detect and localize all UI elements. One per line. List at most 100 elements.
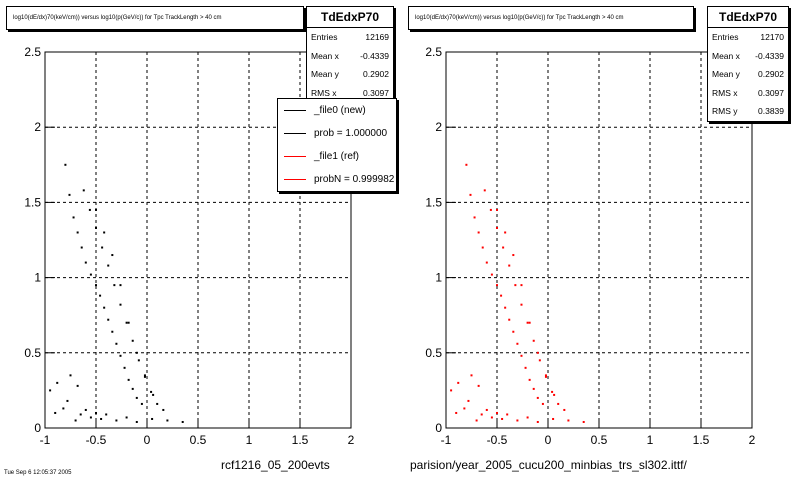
data-point [105,413,108,416]
stats-label: Mean x [311,50,339,61]
data-point [135,351,138,354]
data-point [84,261,87,264]
stats-box: TdEdxP70 Entries 12169 Mean x -0.4339 Me… [306,6,394,104]
data-point [536,351,539,354]
data-point [107,264,110,267]
data-point [66,399,69,402]
data-point [477,384,480,387]
data-point [524,366,527,369]
stats-label: Mean y [712,69,740,79]
stats-value: 0.3097 [758,87,784,98]
plot-title: log10(dE/dx)70(keV/cm)) versus log10(p(G… [408,6,694,30]
legend-label: prob = 1.000000 [314,128,388,139]
x-tick-label: -0.5 [487,433,508,447]
data-point [76,231,79,234]
data-point [143,374,146,377]
plot-frame [44,51,352,429]
y-tick-label: 0.5 [24,346,41,360]
stats-value: 12169 [365,32,389,42]
data-point [79,413,82,416]
data-point [125,416,128,419]
data-point [536,396,539,399]
data-point [69,374,72,377]
data-point [470,374,473,377]
x-tick-label: 0.5 [591,433,608,447]
data-point [481,246,484,249]
plot-title: log10(dE/dx)70(keV/cm)) versus log10(p(G… [6,6,304,30]
data-point [82,189,85,192]
data-point [520,284,523,287]
data-point [552,417,555,420]
data-point [74,419,77,422]
stats-value: 0.3097 [363,87,389,98]
data-point [473,216,476,219]
data-point [528,378,531,381]
grid [446,52,752,428]
data-point [107,318,110,321]
y-tick-label: 2 [435,120,442,134]
y-tick-label: 1.5 [425,195,442,209]
x-tick-label: 1 [647,433,654,447]
y-tick-label: 0 [34,421,41,435]
data-point [131,339,134,342]
stats-value: 0.2902 [363,69,389,79]
data-point [119,303,122,306]
data-point [89,416,92,419]
data-point [140,402,143,405]
data-point [127,321,130,324]
stats-value: -0.4339 [755,50,784,61]
data-point [557,402,560,405]
data-point [95,226,97,229]
stats-value: -0.4339 [360,50,389,61]
data-point [489,208,492,211]
plot-frame [445,51,753,429]
x-tick-label: 1.5 [693,433,710,447]
data-point [162,408,165,411]
data-point [143,375,146,378]
data-point [551,390,554,393]
data-point [127,378,130,381]
y-tick-label: 1 [435,271,442,285]
data-point [544,375,547,378]
data-point [485,408,488,411]
legend: _file0 (new) prob = 1.000000 _file1 (ref… [277,98,397,192]
data-point [463,407,466,410]
data-point [526,321,529,324]
data-point [84,408,87,411]
data-point [567,419,570,422]
legend-swatch [284,133,306,134]
data-point [111,330,114,333]
data-point [506,413,509,416]
stats-row-mean-x: Mean x -0.4339 [307,47,393,66]
data-point [137,359,140,362]
stats-label: Entries [712,32,739,42]
y-tick-label: 2 [34,120,41,134]
x-tick-label: 0.5 [190,433,207,447]
data-point [516,342,519,345]
data-point [150,390,153,393]
data-point [502,246,505,249]
data-point [483,189,486,192]
stats-row-entries: Entries 12169 [307,28,393,47]
data-point [166,419,169,422]
data-point [504,306,507,309]
data-point [119,284,122,287]
data-point [111,254,114,257]
data-point [450,389,453,392]
data-point [538,359,541,362]
stats-label: RMS x [712,87,738,98]
data-point [563,408,566,411]
data-point [119,354,122,357]
data-point [496,208,498,211]
data-point [151,417,154,420]
data-point [115,342,118,345]
legend-swatch [284,179,306,180]
data-point [496,284,498,287]
scatter-plot-right: -1 -0.5 0 0.5 1 1.5 2 0 0.5 1 1.5 2 2.5 [425,45,755,447]
data-point [544,374,547,377]
stats-title: TdEdxP70 [307,7,393,28]
data-point [485,261,488,264]
data-point [125,321,128,324]
x-tick-label: -1 [40,433,51,447]
data-point [113,284,116,287]
